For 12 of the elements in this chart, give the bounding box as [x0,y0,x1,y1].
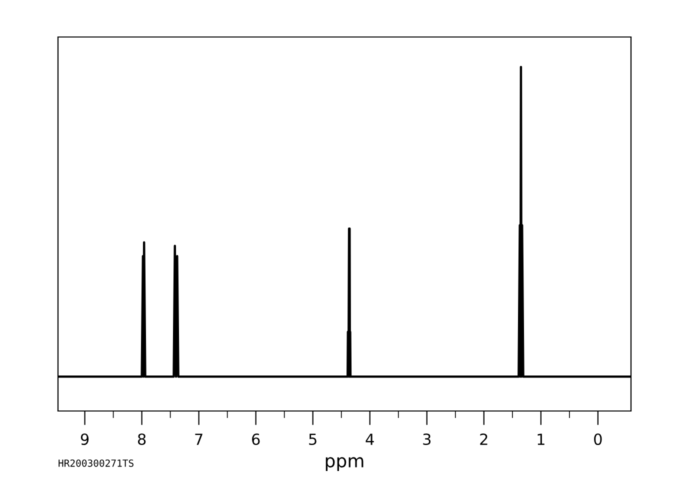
x-tick-label: 9 [80,433,89,446]
x-tick-label: 0 [594,433,602,446]
x-tick-label: 7 [195,434,202,445]
x-tick-label: 1 [538,434,544,445]
x-tick-label: 5 [309,434,316,446]
text: HR200300271TS [58,459,134,467]
x-tick-label: 8 [138,433,146,446]
x-axis-title: ppm [326,457,364,472]
x-tick-label: 2 [480,433,488,445]
x-tick-label: 6 [252,433,260,446]
x-tick-label: 4 [366,434,374,445]
x-tick-label: 3 [423,433,431,446]
